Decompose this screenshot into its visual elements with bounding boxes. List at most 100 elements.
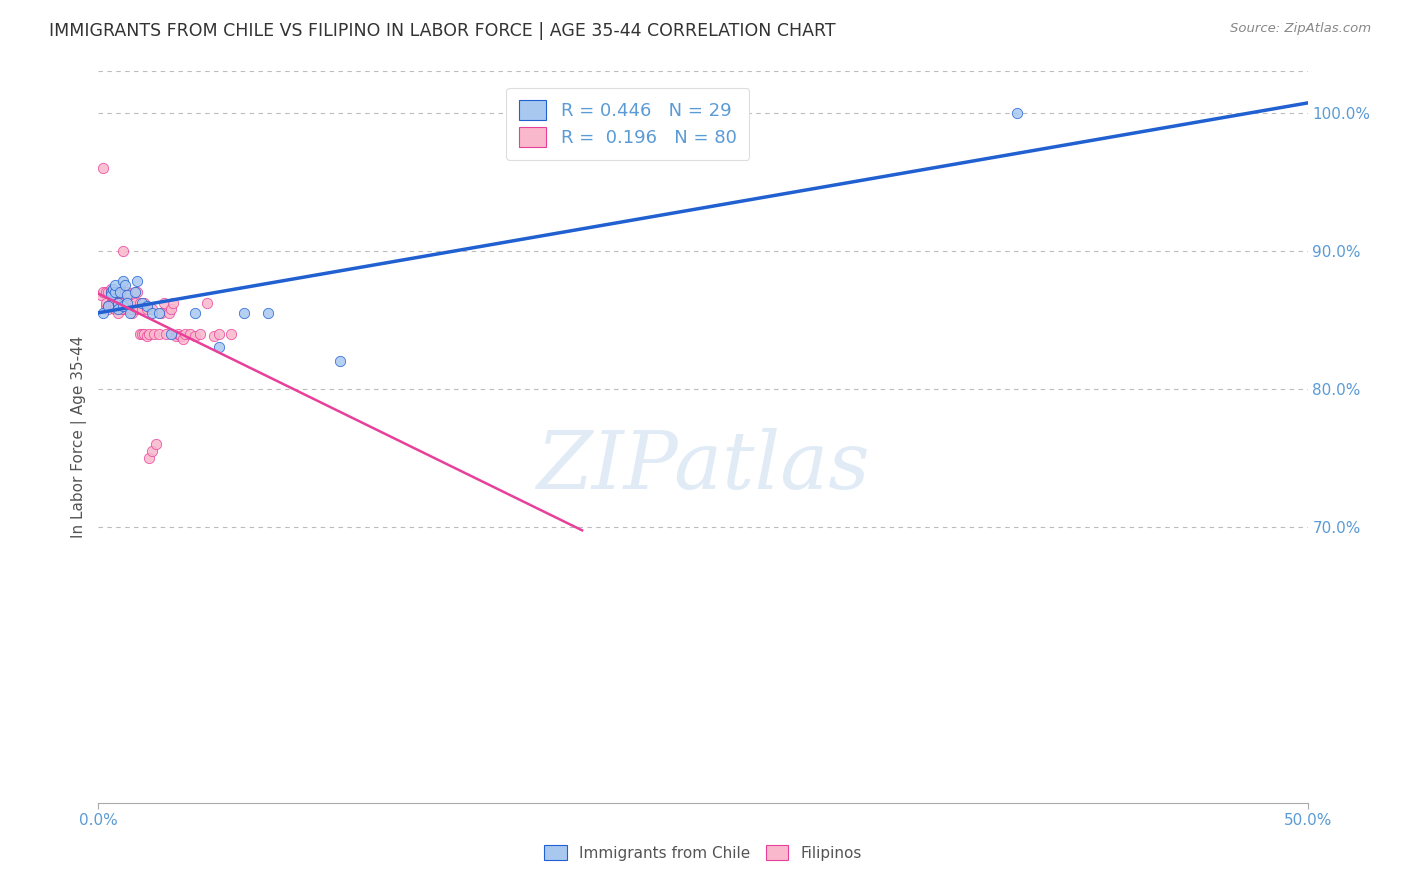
Point xyxy=(155,326,177,341)
Point xyxy=(111,299,134,313)
Point xyxy=(97,299,120,313)
Y-axis label: In Labor Force | Age 35-44: In Labor Force | Age 35-44 xyxy=(72,336,87,538)
Point xyxy=(114,299,136,313)
Point xyxy=(208,340,231,354)
Point xyxy=(148,306,170,320)
Point xyxy=(221,326,243,341)
Point xyxy=(141,443,163,458)
Point xyxy=(107,306,129,320)
Point xyxy=(184,306,207,320)
Point xyxy=(174,326,197,341)
Point xyxy=(127,274,149,288)
Point xyxy=(329,354,352,368)
Point xyxy=(101,296,124,310)
Point xyxy=(118,299,141,313)
Text: ZIPatlas: ZIPatlas xyxy=(536,427,870,505)
Point xyxy=(148,326,170,341)
Point xyxy=(107,296,129,310)
Point xyxy=(179,326,201,341)
Point xyxy=(167,326,190,341)
Point xyxy=(204,329,226,343)
Point xyxy=(108,296,131,310)
Point xyxy=(90,288,112,302)
Point xyxy=(138,450,160,465)
Point xyxy=(141,301,163,316)
Point xyxy=(100,282,122,296)
Point xyxy=(172,332,194,346)
Point xyxy=(124,285,146,300)
Point xyxy=(169,329,191,343)
Point xyxy=(111,301,134,316)
Point xyxy=(97,301,120,316)
Point xyxy=(107,285,129,300)
Point xyxy=(208,326,231,341)
Point xyxy=(134,326,156,341)
Point xyxy=(124,285,146,300)
Point xyxy=(114,278,136,293)
Point xyxy=(118,301,141,316)
Point xyxy=(152,296,174,310)
Point xyxy=(165,329,187,343)
Point xyxy=(256,306,278,320)
Point xyxy=(94,285,117,300)
Point xyxy=(97,299,120,313)
Point xyxy=(104,278,127,293)
Point xyxy=(160,301,183,316)
Point xyxy=(157,306,180,320)
Point xyxy=(114,285,136,300)
Point xyxy=(121,306,143,320)
Point xyxy=(145,437,167,451)
Point xyxy=(91,161,114,175)
Point xyxy=(127,285,149,300)
Point xyxy=(128,296,150,310)
Point xyxy=(94,296,117,310)
Point xyxy=(101,282,124,296)
Point xyxy=(117,285,139,300)
Point xyxy=(108,285,131,300)
Point xyxy=(100,299,122,313)
Point xyxy=(104,285,127,300)
Point xyxy=(101,292,124,306)
Point xyxy=(131,296,153,310)
Point xyxy=(232,306,254,320)
Point xyxy=(100,288,122,302)
Point xyxy=(135,329,157,343)
Point xyxy=(111,274,134,288)
Point xyxy=(124,296,146,310)
Point xyxy=(117,296,139,310)
Point xyxy=(127,301,149,316)
Point xyxy=(131,326,153,341)
Point xyxy=(184,329,207,343)
Point xyxy=(128,326,150,341)
Point xyxy=(107,301,129,316)
Point xyxy=(111,296,134,310)
Point xyxy=(118,306,141,320)
Point xyxy=(101,285,124,300)
Point xyxy=(134,296,156,310)
Point xyxy=(97,285,120,300)
Point xyxy=(101,299,124,313)
Point xyxy=(162,296,184,310)
Point xyxy=(118,296,141,310)
Point xyxy=(104,301,127,316)
Point xyxy=(104,301,127,316)
Point xyxy=(117,288,139,302)
Point xyxy=(104,299,127,313)
Point xyxy=(131,301,153,316)
Point xyxy=(117,296,139,310)
Point xyxy=(107,296,129,310)
Point xyxy=(143,326,166,341)
Point xyxy=(121,301,143,316)
Point xyxy=(141,306,163,320)
Point xyxy=(135,299,157,313)
Point xyxy=(160,326,183,341)
Legend: Immigrants from Chile, Filipinos: Immigrants from Chile, Filipinos xyxy=(536,837,870,868)
Point xyxy=(91,306,114,320)
Point xyxy=(124,299,146,313)
Point xyxy=(117,301,139,316)
Point xyxy=(150,306,173,320)
Point xyxy=(188,326,211,341)
Point xyxy=(100,285,122,300)
Point xyxy=(94,299,117,313)
Point xyxy=(91,285,114,300)
